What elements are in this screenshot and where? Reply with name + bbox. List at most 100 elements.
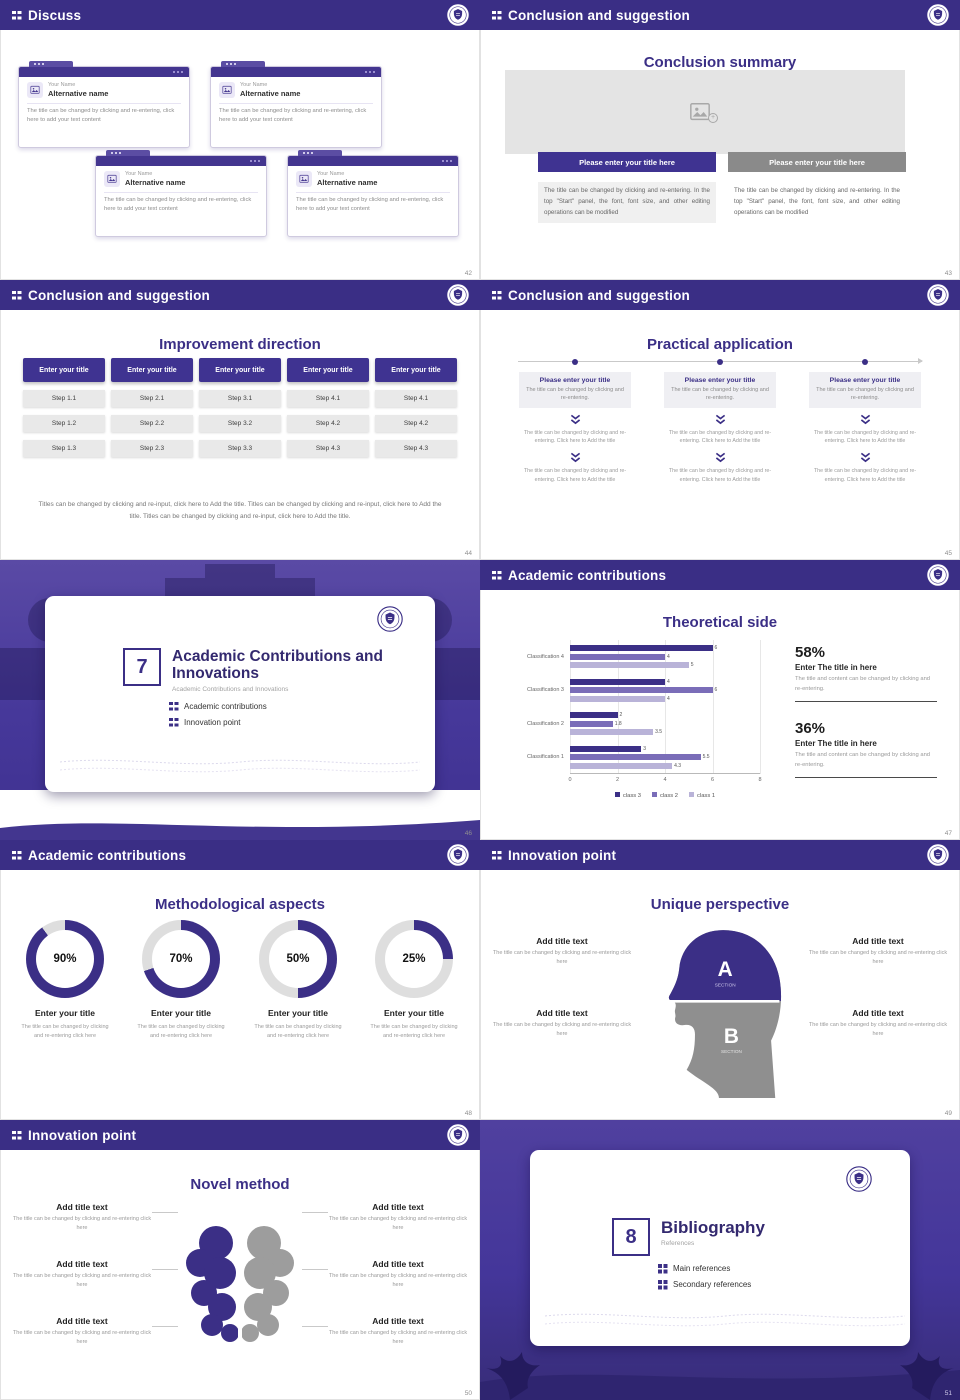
enter-title-button[interactable]: Enter your title bbox=[375, 358, 457, 382]
slide-47-theoretical-side[interactable]: Academic contributions Theoretical side … bbox=[480, 560, 960, 840]
slide-42-discuss[interactable]: Discuss Your Name Alternative name The t… bbox=[0, 0, 480, 280]
discuss-card[interactable]: Your Name Alternative name The title can… bbox=[18, 61, 190, 148]
card-header-strip bbox=[211, 67, 381, 77]
title-text-block[interactable]: Add title text The title can be changed … bbox=[12, 1202, 152, 1233]
slide-50-novel-method[interactable]: Innovation point Novel method Add title … bbox=[0, 1120, 480, 1400]
step-column: Enter your title Step 4.1 Step 4.2 Step … bbox=[287, 358, 369, 457]
card-body-text: The title can be changed by clicking and… bbox=[296, 197, 444, 212]
card-name-label: Your Name bbox=[317, 171, 345, 177]
title-box[interactable]: Please enter your title The title can be… bbox=[664, 372, 776, 408]
section-number: 7 bbox=[123, 648, 161, 686]
enter-title-button[interactable]: Enter your title bbox=[287, 358, 369, 382]
bar-chart: Classification 4 6 4 5 Classification 3 4 6 4 Cl… bbox=[490, 640, 790, 799]
stat-percent: 58% bbox=[795, 644, 826, 661]
slide-43-conclusion-summary[interactable]: Conclusion and suggestion Conclusion sum… bbox=[480, 0, 960, 280]
section-item[interactable]: Academic contributions bbox=[169, 701, 435, 711]
chart-data-label: 2 bbox=[619, 712, 623, 719]
slide-46-section-divider[interactable]: 7 Academic Contributions and Innovations… bbox=[0, 560, 480, 840]
section-a-label: SECTION bbox=[715, 982, 736, 987]
step-box[interactable]: Step 2.1 bbox=[111, 390, 193, 407]
donut-chart: 90% bbox=[26, 920, 104, 998]
card-alt-name: Alternative name bbox=[240, 89, 301, 98]
step-box[interactable]: Step 2.3 bbox=[111, 440, 193, 457]
title-text-block[interactable]: Add title text The title can be changed … bbox=[328, 1316, 468, 1347]
university-logo-icon bbox=[446, 3, 470, 27]
step-column: Enter your title Step 1.1 Step 1.2 Step … bbox=[23, 358, 105, 457]
step-box[interactable]: Step 4.1 bbox=[375, 390, 457, 407]
slide-49-unique-perspective[interactable]: Innovation point Unique perspective A SE… bbox=[480, 840, 960, 1120]
donut-title: Enter your title bbox=[384, 1008, 444, 1018]
chart-axis-tick: 8 bbox=[758, 777, 762, 783]
page-number: 47 bbox=[944, 830, 952, 837]
title-text-block[interactable]: Add title text The title can be changed … bbox=[808, 936, 948, 967]
title-box[interactable]: Please enter your title The title can be… bbox=[809, 372, 921, 408]
slide-header-title: Innovation point bbox=[28, 1127, 137, 1143]
slide-title: Novel method bbox=[190, 1176, 290, 1194]
card-header-strip bbox=[19, 67, 189, 77]
card-body-text: The title can be changed by clicking and… bbox=[219, 108, 367, 123]
donut-title: Enter your title bbox=[268, 1008, 328, 1018]
step-box[interactable]: Step 4.3 bbox=[375, 440, 457, 457]
step-box[interactable]: Step 4.2 bbox=[287, 415, 369, 432]
section-item[interactable]: Innovation point bbox=[169, 717, 435, 727]
image-placeholder[interactable]: + bbox=[505, 70, 905, 154]
footer-note: Titles can be changed by clicking and re… bbox=[38, 500, 442, 520]
slide-48-methodological-aspects[interactable]: Academic contributions Methodological as… bbox=[0, 840, 480, 1120]
slide-45-practical-application[interactable]: Conclusion and suggestion Practical appl… bbox=[480, 280, 960, 560]
page-number: 44 bbox=[464, 550, 472, 557]
title-text-block[interactable]: Add title text The title can be changed … bbox=[12, 1316, 152, 1347]
university-logo-icon bbox=[446, 283, 470, 307]
step-column: Enter your title Step 4.1 Step 4.2 Step … bbox=[375, 358, 457, 457]
step-box[interactable]: Step 3.3 bbox=[199, 440, 281, 457]
enter-title-button[interactable]: Enter your title bbox=[23, 358, 105, 382]
slide-51-section-divider[interactable]: 8 Bibliography References Main reference… bbox=[480, 1120, 960, 1400]
step-box[interactable]: Step 3.1 bbox=[199, 390, 281, 407]
double-chevron-down-icon bbox=[569, 452, 582, 463]
step-box[interactable]: Step 2.2 bbox=[111, 415, 193, 432]
enter-title-button[interactable]: Enter your title bbox=[199, 358, 281, 382]
step-box[interactable]: Step 1.2 bbox=[23, 415, 105, 432]
step-box[interactable]: Step 4.2 bbox=[375, 415, 457, 432]
section-item[interactable]: Secondary references bbox=[658, 1280, 910, 1289]
slide-header-bar: Conclusion and suggestion bbox=[480, 0, 960, 30]
title-box[interactable]: Please enter your title The title can be… bbox=[519, 372, 631, 408]
slide-44-improvement-direction[interactable]: Conclusion and suggestion Improvement di… bbox=[0, 280, 480, 560]
title-text-block[interactable]: Add title text The title can be changed … bbox=[808, 1008, 948, 1039]
enter-title-button[interactable]: Enter your title bbox=[111, 358, 193, 382]
step-text: The title can be changed by clicking and… bbox=[668, 467, 772, 483]
slide-title: Theoretical side bbox=[662, 614, 778, 632]
divider bbox=[795, 701, 937, 703]
title-text-block[interactable]: Add title text The title can be changed … bbox=[12, 1259, 152, 1290]
title-button-left[interactable]: Please enter your title here bbox=[538, 152, 716, 172]
title-text-block[interactable]: Add title text The title can be changed … bbox=[492, 936, 632, 967]
page-number: 45 bbox=[944, 550, 952, 557]
title-text-block[interactable]: Add title text The title can be changed … bbox=[492, 1008, 632, 1039]
donut-body: The title can be changed by clicking and… bbox=[137, 1024, 225, 1040]
step-box[interactable]: Step 1.1 bbox=[23, 390, 105, 407]
discuss-card[interactable]: Your Name Alternative name The title can… bbox=[210, 61, 382, 148]
slide-title: Methodological aspects bbox=[154, 896, 326, 914]
step-column: Enter your title Step 2.1 Step 2.2 Step … bbox=[111, 358, 193, 457]
step-box[interactable]: Step 1.3 bbox=[23, 440, 105, 457]
grid-dots-icon bbox=[12, 10, 21, 20]
block-title: Add title text bbox=[852, 936, 904, 946]
stat-block: 36% Enter The title in here The title an… bbox=[795, 720, 937, 779]
step-box[interactable]: Step 3.2 bbox=[199, 415, 281, 432]
step-text: The title can be changed by clicking and… bbox=[523, 429, 627, 445]
title-text-block[interactable]: Add title text The title can be changed … bbox=[328, 1202, 468, 1233]
block-body: The title can be changed by clicking and… bbox=[492, 950, 632, 966]
practical-column: Please enter your title The title can be… bbox=[809, 372, 921, 490]
section-item[interactable]: Main references bbox=[658, 1264, 910, 1273]
discuss-card[interactable]: Your Name Alternative name The title can… bbox=[287, 150, 459, 237]
title-button-right[interactable]: Please enter your title here bbox=[728, 152, 906, 172]
title-text-block[interactable]: Add title text The title can be changed … bbox=[328, 1259, 468, 1290]
chart-bar bbox=[570, 678, 665, 685]
discuss-card[interactable]: Your Name Alternative name The title can… bbox=[95, 150, 267, 237]
step-box[interactable]: Step 4.3 bbox=[287, 440, 369, 457]
image-icon bbox=[104, 171, 120, 187]
block-body: The title can be changed by clicking and… bbox=[328, 1216, 468, 1232]
chart-bar bbox=[570, 754, 701, 761]
folder-tab bbox=[298, 150, 342, 156]
card-alt-name: Alternative name bbox=[317, 178, 378, 187]
step-box[interactable]: Step 4.1 bbox=[287, 390, 369, 407]
